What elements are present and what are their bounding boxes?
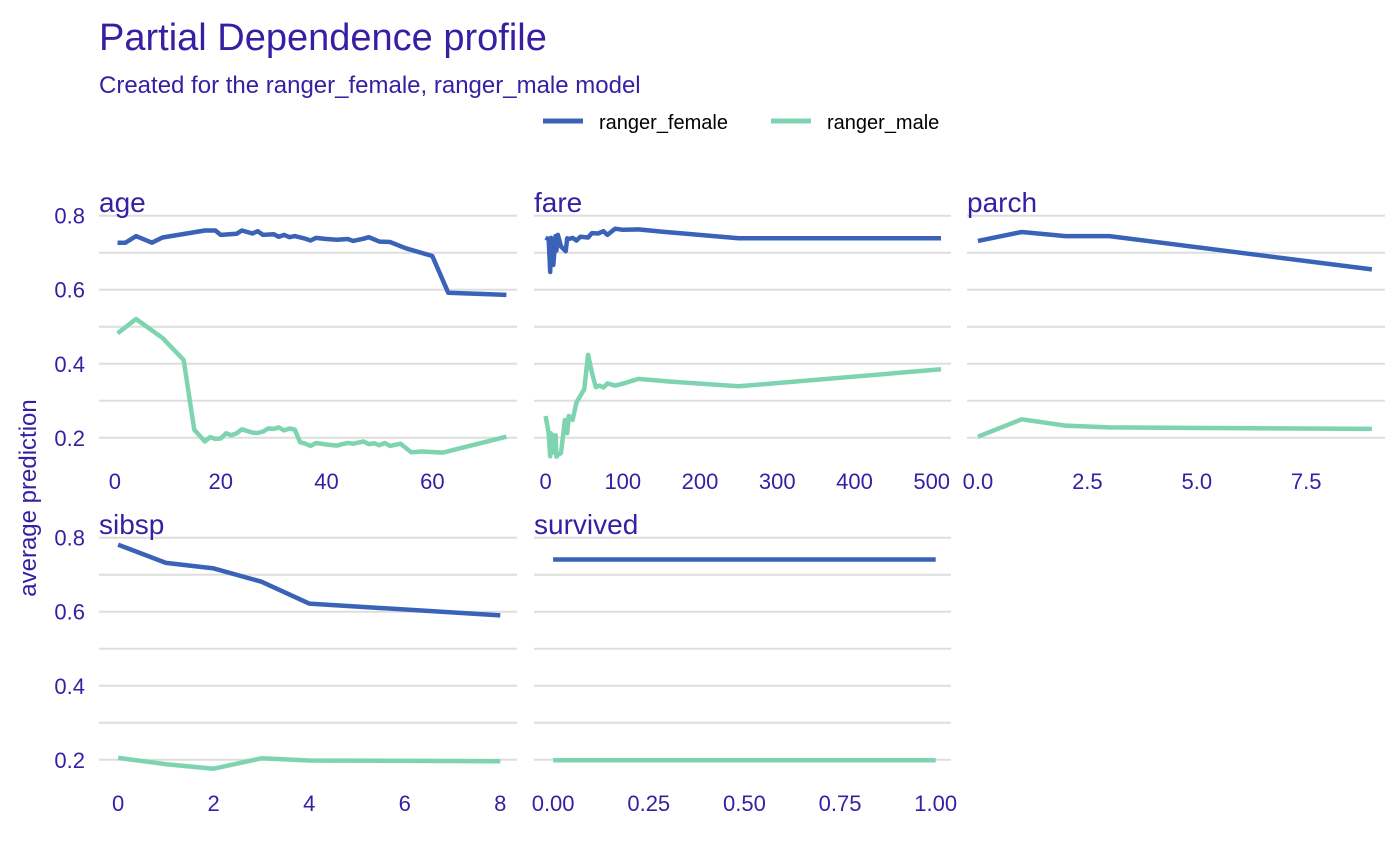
legend: ranger_female ranger_male [543, 112, 939, 134]
x-tick-label: 6 [399, 791, 411, 816]
y-tick-label: 0.4 [54, 352, 85, 377]
panel-survived: survived 0.00 0.25 0.50 0.75 1.00 [532, 509, 957, 816]
series-line-ranger-female [544, 226, 941, 275]
x-tick-label: 200 [682, 469, 719, 494]
x-tick-label: 500 [913, 469, 950, 494]
x-tick-label: 0.50 [723, 791, 766, 816]
series-line-ranger-male [117, 755, 501, 771]
facet-label-age: age [99, 187, 146, 218]
panel-age: age 0.2 0.4 0.6 0.8 0 20 40 60 [54, 187, 517, 494]
facet-label-sibsp: sibsp [99, 509, 164, 540]
series-line-ranger-male [116, 316, 507, 455]
x-tick-label: 60 [420, 469, 444, 494]
facet-label-survived: survived [534, 509, 638, 540]
x-tick-label: 40 [314, 469, 338, 494]
panel-fare: fare 0 100 200 300 400 500 [534, 187, 951, 494]
x-tick-label: 2 [208, 791, 220, 816]
panel-parch: parch 0.0 2.5 5.0 7.5 [963, 187, 1385, 494]
x-tick-label: 100 [604, 469, 641, 494]
x-tick-label: 20 [208, 469, 232, 494]
chart-title: Partial Dependence profile [99, 17, 547, 59]
x-tick-label: 1.00 [914, 791, 957, 816]
y-tick-label: 0.8 [54, 526, 85, 551]
legend-label-ranger-female: ranger_female [599, 112, 728, 134]
x-tick-label: 0.25 [627, 791, 670, 816]
chart-subtitle: Created for the ranger_female, ranger_ma… [99, 72, 641, 99]
y-tick-label: 0.4 [54, 674, 85, 699]
y-tick-label: 0.2 [54, 748, 85, 773]
y-axis-label: average prediction [15, 399, 42, 596]
x-tick-label: 2.5 [1072, 469, 1103, 494]
x-tick-label: 0 [112, 791, 124, 816]
x-tick-label: 300 [759, 469, 796, 494]
legend-label-ranger-male: ranger_male [827, 112, 939, 134]
y-tick-label: 0.6 [54, 278, 85, 303]
y-tick-label: 0.2 [54, 426, 85, 451]
series-line-ranger-female [117, 542, 501, 618]
facet-label-parch: parch [967, 187, 1037, 218]
y-tick-label: 0.8 [54, 204, 85, 229]
series-line-ranger-female [117, 228, 507, 298]
x-tick-label: 0.00 [532, 791, 575, 816]
x-tick-label: 0.75 [819, 791, 862, 816]
x-tick-label: 0.0 [963, 469, 994, 494]
facet-label-fare: fare [534, 187, 582, 218]
y-tick-label: 0.6 [54, 600, 85, 625]
x-tick-label: 0 [109, 469, 121, 494]
x-tick-label: 8 [494, 791, 506, 816]
series-line-ranger-female [977, 229, 1373, 272]
series-line-ranger-male [543, 352, 942, 459]
x-tick-label: 5.0 [1181, 469, 1212, 494]
panel-sibsp: sibsp 0.2 0.4 0.6 0.8 0 2 4 6 8 [54, 509, 517, 816]
series-line-ranger-male [977, 417, 1372, 439]
x-tick-label: 4 [303, 791, 315, 816]
x-tick-label: 7.5 [1291, 469, 1322, 494]
x-tick-label: 0 [539, 469, 551, 494]
x-tick-label: 400 [836, 469, 873, 494]
